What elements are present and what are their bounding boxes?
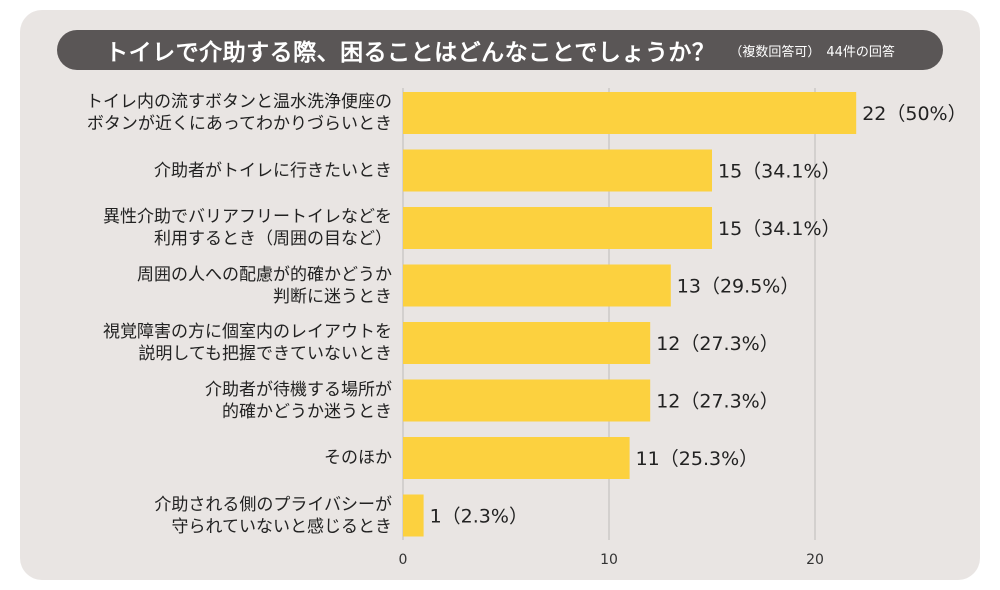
chart-title-bar: トイレで介助する際、困ることはどんなことでしょうか？ （複数回答可） 44件の回… <box>57 30 943 70</box>
bar <box>403 379 651 422</box>
response-count: 44件の回答 <box>826 44 895 60</box>
category-label-line: そのほか <box>324 448 392 468</box>
bar <box>403 322 651 364</box>
chart-title: トイレで介助する際、困ることはどんなことでしょうか？ <box>105 40 716 66</box>
data-label: 11（25.3%） <box>636 448 759 470</box>
category-label-line: 判断に迷うとき <box>273 286 392 307</box>
category-label-line: 説明しても把握できていないとき <box>138 344 392 364</box>
x-tick-label: 0 <box>399 552 408 568</box>
category-label-line: ボタンが近くにあってわかりづらいとき <box>86 114 392 134</box>
bar <box>403 207 712 249</box>
category-label: 異性介助でバリアフリートイレなどを 利用するとき（周囲の目など） <box>40 206 392 250</box>
bar <box>403 92 857 134</box>
x-tick-label: 10 <box>600 552 618 568</box>
category-label-line: 的確かどうか迷うとき <box>222 401 392 422</box>
category-label-line: 異性介助でバリアフリートイレなどを <box>103 207 392 227</box>
category-label-line: 視覚障害の方に個室内のレイアウトを <box>103 322 392 342</box>
category-label: 介助される側のプライバシーが 守られていないと感じるとき <box>40 494 392 538</box>
category-label-line: 利用するとき（周囲の目など） <box>154 229 392 249</box>
bar <box>403 264 671 307</box>
category-label: 介助者がトイレに行きたいとき <box>40 160 392 182</box>
category-label: 介助者が待機する場所が 的確かどうか迷うとき <box>40 379 392 423</box>
data-label: 13（29.5%） <box>677 276 800 298</box>
data-label: 1（2.3%） <box>430 506 528 528</box>
category-label-line: 守られていないと感じるとき <box>171 516 393 537</box>
category-label-line: 介助者が待機する場所が <box>205 379 392 400</box>
category-label-line: トイレ内の流すボタンと温水洗浄便座の <box>86 92 392 112</box>
x-tick-label: 20 <box>806 552 824 568</box>
category-label: 周囲の人への配慮が的確かどうか 判断に迷うとき <box>40 264 392 308</box>
bar <box>403 149 712 192</box>
data-label: 12（27.3%） <box>656 391 779 413</box>
bar <box>403 494 424 537</box>
category-label-line: 周囲の人への配慮が的確かどうか <box>137 264 392 285</box>
category-label: 視覚障害の方に個室内のレイアウトを 説明しても把握できていないとき <box>40 321 392 365</box>
category-label: そのほか <box>40 447 392 469</box>
chart-subtitle: （複数回答可） <box>729 44 821 60</box>
category-label-line: 介助者がトイレに行きたいとき <box>154 160 392 181</box>
data-label: 15（34.1%） <box>718 161 841 183</box>
data-label: 22（50%） <box>862 103 966 125</box>
category-label: トイレ内の流すボタンと温水洗浄便座の ボタンが近くにあってわかりづらいとき <box>40 91 392 135</box>
data-label: 15（34.1%） <box>718 218 841 240</box>
data-label: 12（27.3%） <box>656 333 779 355</box>
category-label-line: 介助される側のプライバシーが <box>154 494 392 515</box>
bar <box>403 437 630 479</box>
